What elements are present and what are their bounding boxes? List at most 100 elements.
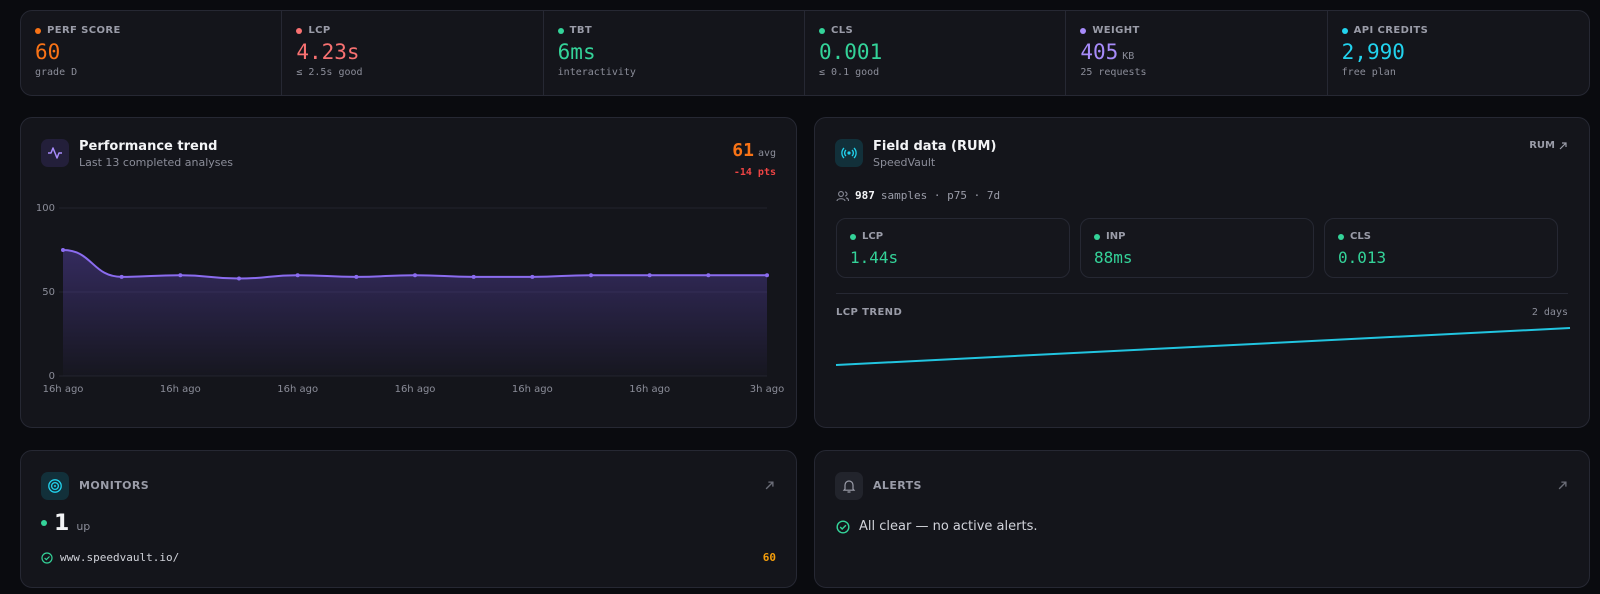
trend-title: Performance trend xyxy=(79,139,218,154)
stat-dot xyxy=(35,27,41,34)
metric-card: CLS 0.013 xyxy=(1324,218,1558,278)
metric-value: 1.44s xyxy=(850,248,899,267)
x-tick-label: 16h ago xyxy=(512,384,553,395)
stat-cell: CLS 0.001 ≤ 0.1 good xyxy=(805,11,1067,95)
stat-cell: API CREDITS 2,990 free plan xyxy=(1328,11,1589,95)
stat-value-row: 6ms xyxy=(558,40,790,64)
monitor-score: 60 xyxy=(762,551,776,564)
alerts-message: All clear — no active alerts. xyxy=(859,519,1038,534)
divider xyxy=(836,293,1568,294)
stat-label: TBT xyxy=(557,25,790,36)
stat-value-row: 405 KB xyxy=(1080,40,1312,64)
stat-cell: PERF SCORE 60 grade D xyxy=(21,11,283,95)
alerts-open[interactable] xyxy=(1558,481,1567,490)
metric-value: 88ms xyxy=(1094,248,1133,267)
samples-meta: samples · p75 · 7d xyxy=(880,189,1001,202)
stat-value: 6ms xyxy=(557,40,596,64)
trend-icon xyxy=(41,139,69,167)
monitor-row[interactable]: www.speedvault.io/ xyxy=(41,551,179,564)
trend-card: Performance trend Last 13 completed anal… xyxy=(20,117,797,428)
trend-avg: 61 avg xyxy=(732,140,776,161)
stat-label-text: PERF SCORE xyxy=(47,25,121,36)
stat-value-row: 2,990 xyxy=(1342,40,1575,64)
stat-sub: ≤ 0.1 good xyxy=(819,67,880,78)
x-tick-label: 16h ago xyxy=(160,384,201,395)
metric-label: INP xyxy=(1094,231,1300,242)
trend-point xyxy=(647,273,652,278)
stat-label: WEIGHT xyxy=(1080,25,1312,36)
metric-card: LCP 1.44s xyxy=(836,218,1070,278)
trend-point xyxy=(530,274,535,279)
stat-value: 4.23s xyxy=(296,40,360,64)
stat-cell: TBT 6ms interactivity xyxy=(544,11,805,95)
avg-value: 61 xyxy=(732,140,754,161)
field-icon xyxy=(835,139,863,167)
lcp-trend-range: 2 days xyxy=(1531,307,1568,318)
alerts-title: ALERTS xyxy=(873,479,922,492)
trend-point xyxy=(61,248,65,252)
stat-label-text: CLS xyxy=(831,25,854,36)
trend-subtitle: Last 13 completed analyses xyxy=(79,156,234,169)
stat-label-text: WEIGHT xyxy=(1092,25,1140,36)
trend-point xyxy=(471,274,476,279)
trend-point xyxy=(237,276,241,281)
stat-sub: grade D xyxy=(35,67,78,78)
metric-card: INP 88ms xyxy=(1080,218,1314,278)
x-tick-label: 16h ago xyxy=(43,384,84,395)
alerts-icon xyxy=(835,472,863,500)
stat-label: PERF SCORE xyxy=(35,25,267,36)
stat-dot xyxy=(1080,27,1087,34)
stat-value: 2,990 xyxy=(1341,40,1405,64)
monitors-title: MONITORS xyxy=(79,479,150,492)
trend-point xyxy=(178,273,183,278)
trend-point xyxy=(354,274,359,279)
field-subtitle: SpeedVault xyxy=(873,156,936,169)
stat-cell: LCP 4.23s ≤ 2.5s good xyxy=(282,11,544,95)
metric-label: LCP xyxy=(850,231,1056,242)
trend-point xyxy=(706,273,711,278)
trend-point xyxy=(413,273,417,278)
trend-point xyxy=(589,273,593,278)
metric-label-text: CLS xyxy=(1350,231,1371,242)
monitors-open[interactable] xyxy=(765,481,774,490)
stat-value: 405 xyxy=(1080,40,1119,64)
count-value: 1 xyxy=(54,511,70,536)
stat-value: 0.001 xyxy=(819,40,883,64)
rum-link-text[interactable]: RUM xyxy=(1529,140,1555,151)
metric-label-text: LCP xyxy=(862,231,884,242)
stat-unit: KB xyxy=(1122,51,1135,62)
metric-label: CLS xyxy=(1338,231,1544,242)
lcp-trend-label: LCP TREND xyxy=(836,307,903,318)
stat-label: LCP xyxy=(296,25,528,36)
stat-sub: free plan xyxy=(1341,67,1396,78)
trend-point xyxy=(119,274,124,279)
samples-count: 987 xyxy=(855,189,875,202)
monitors-card: MONITORS 1 up www.speedvault.io/ 60 xyxy=(20,450,797,588)
monitor-count: 1 up xyxy=(41,511,90,536)
x-tick-label: 16h ago xyxy=(629,384,670,395)
metric-value: 0.013 xyxy=(1338,248,1387,267)
lcp-trend-line xyxy=(835,327,1571,366)
stat-value: 60 xyxy=(35,40,61,64)
trend-chart: 0 50 100 16h ago 16h ago 16h ago 16h ago 16h ag… xyxy=(36,203,784,395)
y-tick-label: 50 xyxy=(42,287,55,298)
stat-bar: PERF SCORE 60 grade D LCP 4.23s ≤ 2.5s good TB… xyxy=(20,10,1590,96)
metric-label-text: INP xyxy=(1106,231,1126,242)
trend-area xyxy=(63,250,767,376)
count-label: up xyxy=(76,520,91,533)
stat-dot xyxy=(557,27,564,34)
stat-dot xyxy=(819,27,825,34)
stat-value-row: 0.001 xyxy=(819,40,1051,64)
monitor-site[interactable]: www.speedvault.io/ xyxy=(60,551,180,564)
metric-dot xyxy=(850,233,856,240)
x-tick-label: 3h ago xyxy=(750,384,784,395)
rum-link[interactable]: RUM xyxy=(1529,140,1567,151)
y-tick-label: 100 xyxy=(36,203,55,214)
alerts-card: ALERTS All clear — no active alerts. xyxy=(814,450,1590,588)
trend-point xyxy=(765,273,769,278)
stat-label: API CREDITS xyxy=(1341,25,1575,36)
stat-label-text: API CREDITS xyxy=(1353,25,1429,36)
field-title: Field data (RUM) xyxy=(873,139,997,154)
x-tick-label: 16h ago xyxy=(277,384,318,395)
